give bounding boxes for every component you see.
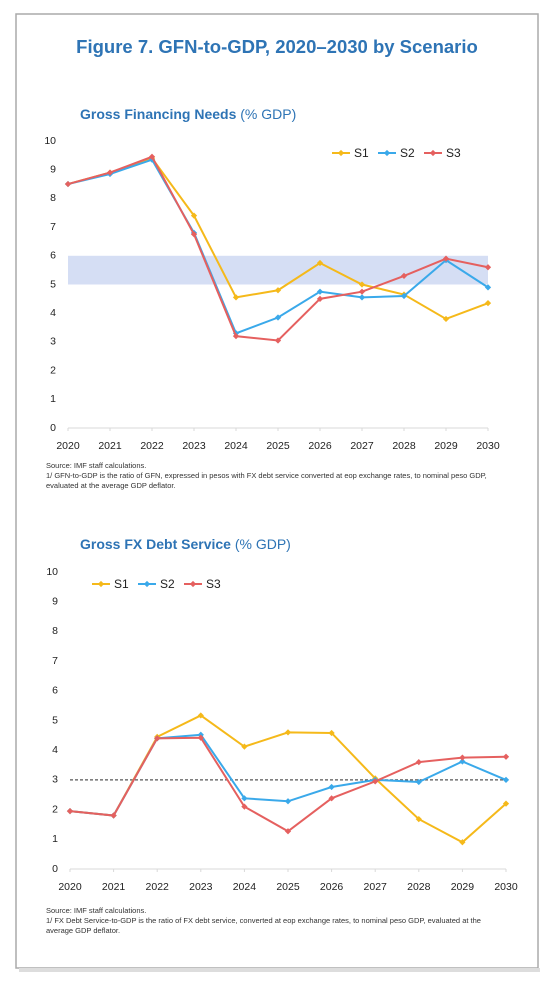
data-point xyxy=(484,300,492,307)
shaded-range xyxy=(68,255,488,285)
figure-title: Figure 7. GFN-to-GDP, 2020–2030 by Scena… xyxy=(76,36,478,57)
legend-label: S3 xyxy=(206,577,221,591)
data-point xyxy=(284,798,292,805)
data-point xyxy=(148,153,156,160)
data-point xyxy=(64,180,72,188)
y-tick-label: 8 xyxy=(52,625,58,637)
series xyxy=(64,153,492,344)
data-point xyxy=(484,264,492,271)
y-tick-label: 0 xyxy=(52,863,58,875)
data-point xyxy=(274,314,282,321)
frame-shadow xyxy=(19,968,540,972)
y-tick-label: 3 xyxy=(50,336,56,348)
x-tick-label: 2023 xyxy=(189,881,213,893)
x-tick-label: 2024 xyxy=(233,881,257,893)
chart-title: Gross FX Debt Service (% GDP) xyxy=(80,536,291,552)
x-tick-label: 2022 xyxy=(140,440,164,452)
y-tick-label: 3 xyxy=(52,774,58,786)
x-tick-label: 2021 xyxy=(102,881,126,893)
chart-title-unit: (% GDP) xyxy=(235,536,291,552)
data-point xyxy=(284,729,292,736)
y-tick-label: 8 xyxy=(50,192,56,204)
x-tick-label: 2027 xyxy=(350,440,374,452)
data-point xyxy=(442,255,450,262)
y-tick-label: 10 xyxy=(46,566,58,578)
x-tick-label: 2026 xyxy=(320,881,344,893)
note: Source: IMF staff calculations. xyxy=(46,461,147,470)
note: Source: IMF staff calculations. xyxy=(46,906,147,915)
data-point xyxy=(328,795,335,802)
x-tick-label: 2020 xyxy=(58,881,82,893)
data-point xyxy=(316,295,324,302)
legend-label: S1 xyxy=(354,146,369,160)
data-point xyxy=(190,212,198,219)
data-point xyxy=(502,753,510,760)
y-tick-label: 9 xyxy=(52,595,58,607)
notes: Source: IMF staff calculations. 1/ FX Deb… xyxy=(46,906,506,936)
x-tick-label: 2021 xyxy=(98,440,122,452)
y-tick-label: 4 xyxy=(52,744,58,756)
y-tick-label: 2 xyxy=(52,803,58,815)
chart-title-unit: (% GDP) xyxy=(240,106,296,122)
data-point xyxy=(316,259,324,267)
data-point xyxy=(358,288,366,295)
legend-label: S1 xyxy=(114,577,129,591)
legend-label: S2 xyxy=(400,146,415,160)
y-tick-label: 2 xyxy=(50,364,56,376)
y-tick-label: 5 xyxy=(52,714,58,726)
data-point xyxy=(328,783,335,791)
data-point xyxy=(328,729,335,737)
data-point xyxy=(110,812,117,819)
y-tick-label: 7 xyxy=(52,655,58,667)
x-tick-label: 2029 xyxy=(434,440,458,452)
data-point xyxy=(400,292,408,300)
x-tick-label: 2029 xyxy=(451,881,475,893)
legend-label: S2 xyxy=(160,577,175,591)
y-tick-label: 0 xyxy=(50,422,56,434)
y-tick-label: 6 xyxy=(50,250,56,262)
y-tick-label: 6 xyxy=(52,685,58,697)
x-tick-label: 2020 xyxy=(56,440,80,452)
data-point xyxy=(316,288,324,295)
data-point xyxy=(274,337,282,344)
frame xyxy=(15,13,539,969)
y-tick-label: 5 xyxy=(50,278,56,290)
data-point xyxy=(372,778,379,785)
y-tick-label: 1 xyxy=(52,833,58,845)
data-point xyxy=(442,315,450,323)
note: 1/ GFN-to-GDP is the ratio of GFN, expre… xyxy=(46,471,487,490)
legend-label: S3 xyxy=(446,146,461,160)
chart-title-main: Gross Financing Needs xyxy=(80,106,237,122)
notes: Source: IMF staff calculations. 1/ GFN-to… xyxy=(46,461,506,491)
data-point xyxy=(274,287,282,294)
x-tick-label: 2030 xyxy=(476,440,500,452)
x-tick-label: 2030 xyxy=(494,881,518,893)
data-point xyxy=(358,294,366,301)
chart-title: Gross Financing Needs (% GDP) xyxy=(80,106,296,122)
data-point xyxy=(502,776,510,784)
y-tick-label: 4 xyxy=(50,307,56,319)
data-point xyxy=(484,284,492,291)
y-tick-label: 9 xyxy=(50,163,56,175)
y-tick-label: 1 xyxy=(50,393,56,405)
x-tick-label: 2026 xyxy=(308,440,332,452)
y-tick-label: 7 xyxy=(50,221,56,233)
data-point xyxy=(190,231,198,238)
note: 1/ FX Debt Service-to-GDP is the ratio o… xyxy=(46,916,481,935)
y-tick-label: 10 xyxy=(44,135,56,147)
x-tick-label: 2022 xyxy=(146,881,170,893)
data-point xyxy=(284,828,292,835)
x-tick-label: 2027 xyxy=(364,881,388,893)
data-point xyxy=(358,281,366,288)
x-tick-label: 2028 xyxy=(407,881,431,893)
x-tick-label: 2025 xyxy=(266,440,290,452)
x-tick-label: 2023 xyxy=(182,440,206,452)
data-point xyxy=(400,272,408,280)
x-tick-label: 2025 xyxy=(276,881,300,893)
x-tick-label: 2028 xyxy=(392,440,416,452)
x-tick-label: 2024 xyxy=(224,440,248,452)
chart-title-main: Gross FX Debt Service xyxy=(80,536,231,552)
